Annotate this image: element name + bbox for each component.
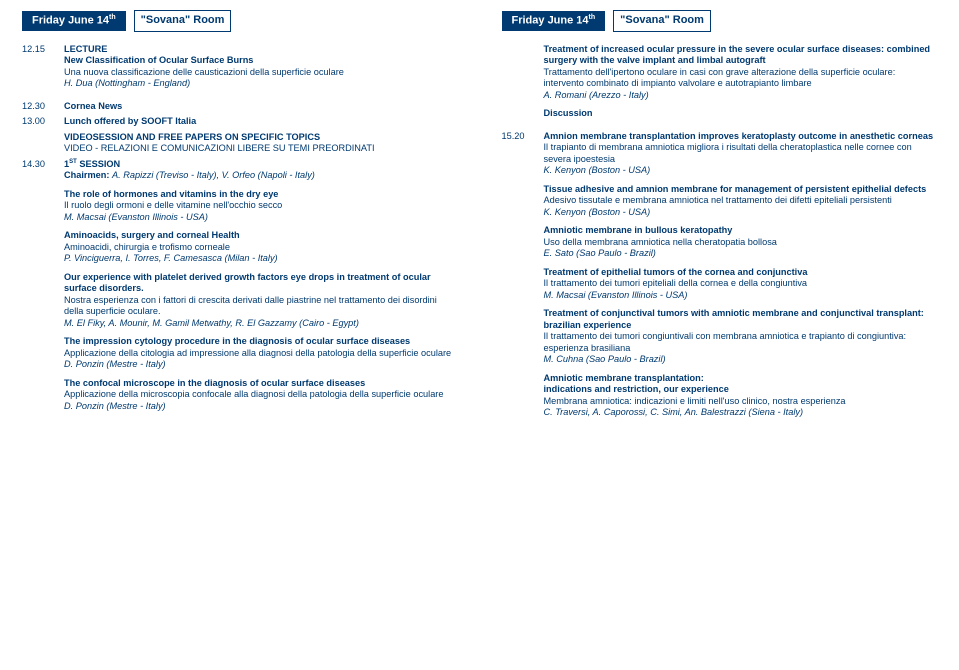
p5-au: D. Ponzin (Mestre - Italy) [64,401,458,413]
p2-au: P. Vinciguerra, I. Torres, F. Camesasca … [64,253,458,265]
row-1215: 12.15 LECTURE New Classification of Ocul… [22,44,458,97]
row-1230: 12.30 Cornea News [22,101,458,113]
chairmen: Chairmen: A. Rapizzi (Treviso - Italy), … [64,170,458,182]
e1-it: Una nuova classificazione delle caustica… [64,67,458,79]
r5-en: Treatment of epithelial tumors of the co… [544,267,938,279]
time-1215: 12.15 [22,44,64,97]
r1: Treatment of increased ocular pressure i… [544,44,938,102]
left-column: Friday June 14th "Sovana" Room 12.15 LEC… [0,0,480,670]
r1-au: A. Romani (Arezzo - Italy) [544,90,938,102]
e1-au: H. Dua (Nottingham - England) [64,78,458,90]
sess-sup: ST [69,159,77,165]
r5: Treatment of epithelial tumors of the co… [544,267,938,302]
content-1520: Amnion membrane transplantation improves… [544,131,938,426]
r7: Amniotic membrane transplantation: indic… [544,373,938,419]
p2-it: Aminoacidi, chirurgia e trofismo corneal… [64,242,458,254]
p3-en: Our experience with platelet derived gro… [64,272,458,295]
page-root: Friday June 14th "Sovana" Room 12.15 LEC… [0,0,959,670]
p4-en: The impression cytology procedure in the… [64,336,458,348]
r3-it: Adesivo tissutale e membrana amniotica n… [544,195,938,207]
p1-en: The role of hormones and vitamins in the… [64,189,458,201]
cornea-news: Cornea News [64,101,458,113]
chair-label: Chairmen: [64,170,112,180]
r6-en: Treatment of conjunctival tumors with am… [544,308,938,331]
r7-en2: indications and restriction, our experie… [544,384,938,396]
p1-it: Il ruolo degli ormoni e delle vitamine n… [64,200,458,212]
p5-it: Applicazione della microscopia confocale… [64,389,458,401]
date-suffix: th [109,14,116,21]
date-prefix-r: Friday June 14 [512,14,589,26]
right-column: Friday June 14th "Sovana" Room Treatment… [480,0,959,670]
session1: 1ST SESSION [64,159,458,171]
p3-it: Nostra esperienza con i fattori di cresc… [64,295,458,318]
p2-en: Aminoacids, surgery and corneal Health [64,230,458,242]
r2-au: K. Kenyon (Boston - USA) [544,165,938,177]
vs-block: VIDEOSESSION AND FREE PAPERS ON SPECIFIC… [64,132,458,155]
r2-en: Amnion membrane transplantation improves… [544,131,938,143]
r6-au: M. Cuhna (Sao Paulo - Brazil) [544,354,938,366]
vs-en: VIDEOSESSION AND FREE PAPERS ON SPECIFIC… [64,132,458,144]
r7-en: Amniotic membrane transplantation: [544,373,938,385]
date-prefix: Friday June 14 [32,14,109,26]
row-1300: 13.00 Lunch offered by SOOFT Italia [22,116,458,128]
time-1520: 15.20 [502,131,544,426]
r5-au: M. Macsai (Evanston Illinois - USA) [544,290,938,302]
e1: New Classification of Ocular Surface Bur… [64,55,458,90]
lecture-label: LECTURE [64,44,458,56]
r5-it: Il trattamento dei tumori epiteliali del… [544,278,938,290]
r4: Amniotic membrane in bullous keratopathy… [544,225,938,260]
p5: The confocal microscope in the diagnosis… [64,378,458,413]
header-room-left: "Sovana" Room [134,10,232,32]
p3-au: M. El Fiky, A. Mounir, M. Gamil Metwathy… [64,318,458,330]
vs-it: VIDEO - RELAZIONI E COMUNICAZIONI LIBERE… [64,143,458,155]
chair-names: A. Rapizzi (Treviso - Italy), V. Orfeo (… [112,170,315,180]
r1-it: Trattamento dell'ipertono oculare in cas… [544,67,938,90]
row-vs: VIDEOSESSION AND FREE PAPERS ON SPECIFIC… [22,132,458,155]
discussion: Discussion [544,108,938,120]
r2: Amnion membrane transplantation improves… [544,131,938,177]
r2-it: Il trapianto di membrana amniotica migli… [544,142,938,165]
r3-en: Tissue adhesive and amnion membrane for … [544,184,938,196]
time-1430: 14.30 [22,159,64,420]
r4-it: Uso della membrana amniotica nella chera… [544,237,938,249]
p1-au: M. Macsai (Evanston Illinois - USA) [64,212,458,224]
left-header: Friday June 14th "Sovana" Room [22,10,458,32]
p5-en: The confocal microscope in the diagnosis… [64,378,458,390]
r4-au: E. Sato (Sao Paulo - Brazil) [544,248,938,260]
row-r1: Treatment of increased ocular pressure i… [502,44,938,127]
r6-it: Il trattamento dei tumori congiuntivali … [544,331,938,354]
r7-it: Membrana amniotica: indicazioni e limiti… [544,396,938,408]
r1-en: Treatment of increased ocular pressure i… [544,44,938,67]
r7-au: C. Traversi, A. Caporossi, C. Simi, An. … [544,407,938,419]
content-1215: LECTURE New Classification of Ocular Sur… [64,44,458,97]
time-1230: 12.30 [22,101,64,113]
header-date-right: Friday June 14th [502,11,606,31]
row-1430: 14.30 1ST SESSION Chairmen: A. Rapizzi (… [22,159,458,420]
header-room-right: "Sovana" Room [613,10,711,32]
r4-en: Amniotic membrane in bullous keratopathy [544,225,938,237]
lunch: Lunch offered by SOOFT Italia [64,116,458,128]
time-r1 [502,44,544,127]
r3-au: K. Kenyon (Boston - USA) [544,207,938,219]
p4: The impression cytology procedure in the… [64,336,458,371]
r6: Treatment of conjunctival tumors with am… [544,308,938,366]
content-r1: Treatment of increased ocular pressure i… [544,44,938,127]
date-suffix-r: th [589,14,596,21]
sess-label: SESSION [77,159,120,169]
time-vs [22,132,64,155]
r3: Tissue adhesive and amnion membrane for … [544,184,938,219]
content-1430: 1ST SESSION Chairmen: A. Rapizzi (Trevis… [64,159,458,420]
p2: Aminoacids, surgery and corneal Health A… [64,230,458,265]
header-date-left: Friday June 14th [22,11,126,31]
right-header: Friday June 14th "Sovana" Room [502,10,938,32]
p4-it: Applicazione della citologia ad impressi… [64,348,458,360]
e1-en: New Classification of Ocular Surface Bur… [64,55,458,67]
p1: The role of hormones and vitamins in the… [64,189,458,224]
row-1520: 15.20 Amnion membrane transplantation im… [502,131,938,426]
p4-au: D. Ponzin (Mestre - Italy) [64,359,458,371]
p3: Our experience with platelet derived gro… [64,272,458,330]
time-1300: 13.00 [22,116,64,128]
